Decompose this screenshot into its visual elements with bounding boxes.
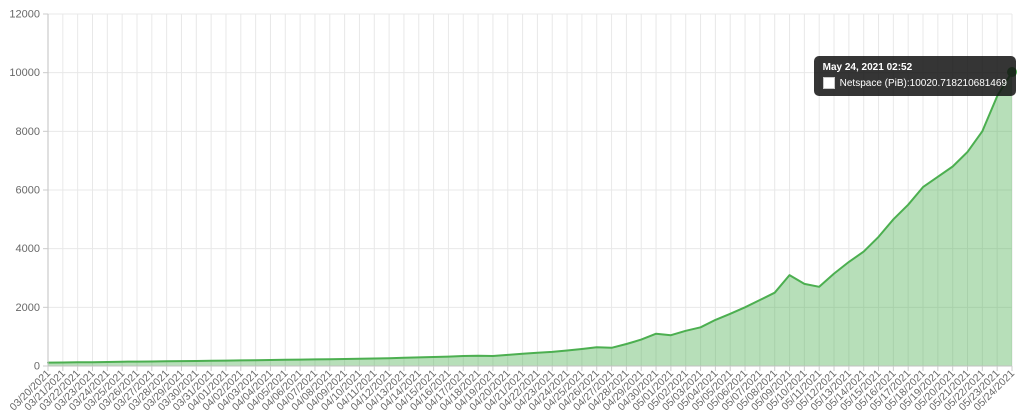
y-tick-label: 12000 bbox=[9, 9, 40, 21]
y-tick-label: 4000 bbox=[16, 243, 40, 255]
tooltip-series-label: Netspace (PiB) bbox=[839, 77, 907, 89]
y-tick-label: 0 bbox=[34, 361, 40, 373]
y-tick-label: 6000 bbox=[16, 185, 40, 197]
series-swatch-icon bbox=[822, 77, 835, 90]
y-tick-label: 8000 bbox=[16, 126, 40, 138]
tooltip-separator: : bbox=[906, 77, 910, 89]
netspace-line bbox=[47, 71, 1013, 364]
netspace-area-fill bbox=[48, 72, 1012, 366]
y-tick-label: 10000 bbox=[9, 67, 40, 79]
tooltip-title: May 24, 2021 02:52 bbox=[822, 62, 913, 73]
tooltip-value: 10020.718210681469 bbox=[909, 77, 1007, 89]
tooltip-series-row: Netspace (PiB): 10020.718210681469 bbox=[822, 77, 1007, 91]
y-tick-label: 2000 bbox=[16, 302, 40, 314]
chart-tooltip: May 24, 2021 02:52 Netspace (PiB): 10020… bbox=[813, 56, 1016, 96]
